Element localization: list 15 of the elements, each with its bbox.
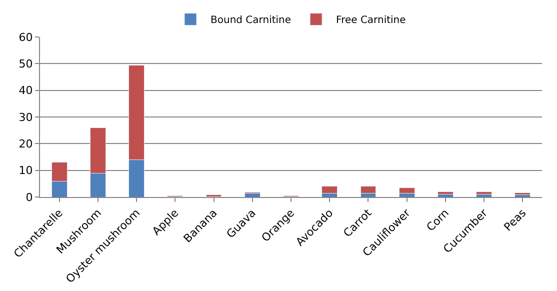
y-tick-label: 20 — [18, 138, 33, 151]
y-tick-label: 30 — [18, 110, 33, 124]
y-tick-label: 50 — [18, 58, 33, 71]
bar — [437, 191, 454, 195]
legend-label: Bound Carnitine — [210, 15, 292, 26]
y-tick-label: 10 — [18, 164, 33, 178]
legend-label: Free Carnitine — [336, 15, 406, 26]
y-tick-label: 40 — [18, 84, 33, 98]
bar — [514, 192, 531, 196]
y-tick-label: 60 — [18, 30, 33, 44]
y-tick-label: 0 — [26, 190, 33, 204]
bar — [476, 191, 492, 195]
bar — [398, 187, 415, 194]
bar — [360, 186, 376, 194]
bar — [322, 186, 338, 194]
